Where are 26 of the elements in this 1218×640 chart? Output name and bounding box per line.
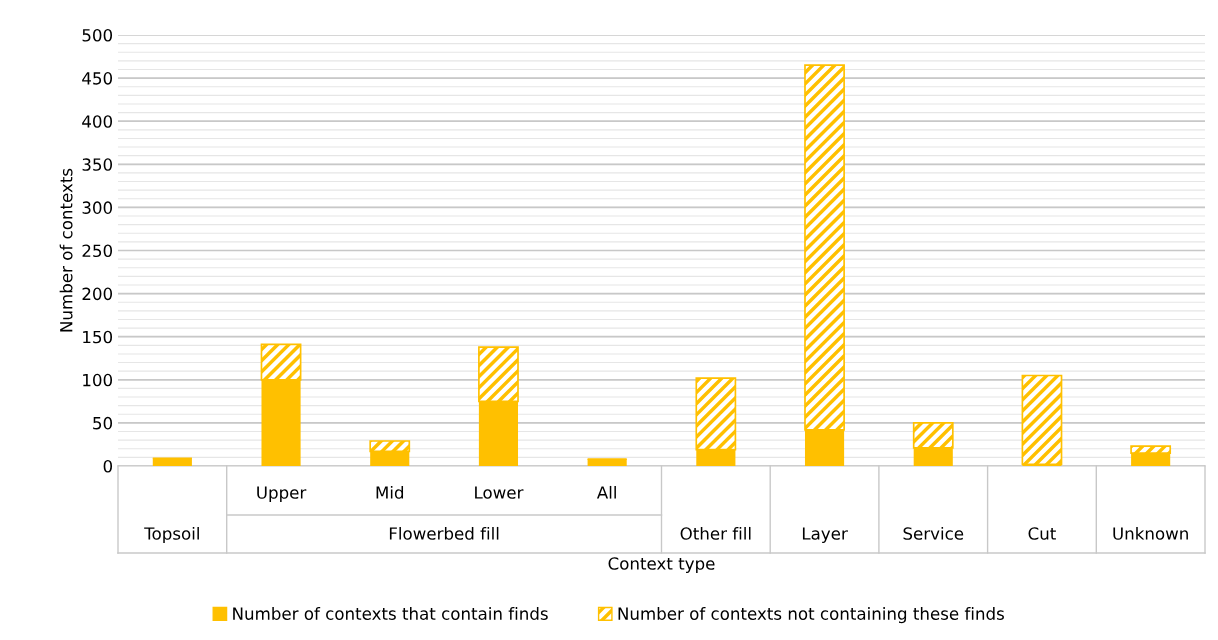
x-tick-label: Mid <box>376 485 404 499</box>
y-tick-label: 350 <box>82 158 113 171</box>
x-tick-label: Service <box>903 526 964 540</box>
text: Flowerbed fill <box>389 526 499 540</box>
y-tick-label: 450 <box>82 72 113 85</box>
y-tick-label: 250 <box>82 244 113 258</box>
x-tick-label: Lower <box>475 486 524 499</box>
x-tick-label: Layer <box>802 527 848 544</box>
x-tick-label: Unknown <box>1113 526 1188 540</box>
y-tick-label: 150 <box>83 330 113 344</box>
x-tick-label: Topsoil <box>144 526 199 544</box>
y-tick-label: 100 <box>83 373 113 387</box>
y-tick-label: 400 <box>82 115 113 128</box>
legend-label: Number of contexts that contain finds <box>233 607 548 620</box>
x-tick-label: All <box>596 485 616 499</box>
x-tick-label: Cut <box>1028 527 1056 540</box>
x-axis-title: Context type <box>608 557 715 574</box>
x-tick-label: Upper <box>257 486 307 503</box>
legend-label: Number of contexts not containing these finds <box>618 607 1004 624</box>
y-tick-label: 300 <box>82 201 113 214</box>
y-axis-title: Number of contexts <box>59 168 73 332</box>
y-tick-label: 0 <box>103 459 113 473</box>
x-tick-label: Other fill <box>680 526 751 540</box>
y-tick-label: 200 <box>82 287 113 301</box>
y-tick-label: 500 <box>82 28 113 42</box>
y-tick-label: 50 <box>93 416 113 430</box>
